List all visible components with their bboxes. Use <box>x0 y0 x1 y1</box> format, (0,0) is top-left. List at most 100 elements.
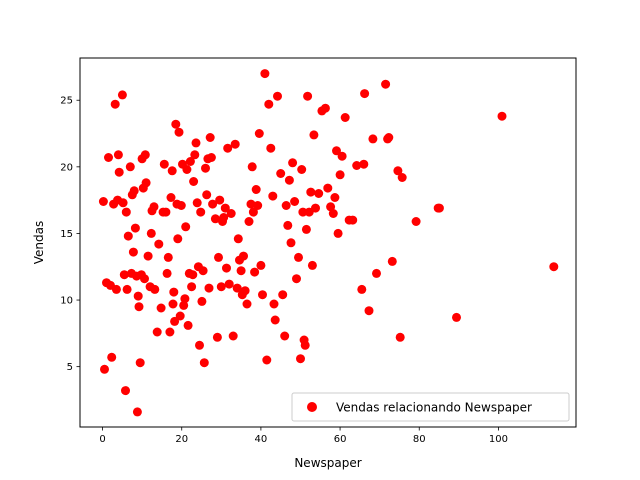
data-point <box>352 161 362 170</box>
data-point <box>175 311 185 321</box>
data-point <box>306 187 316 197</box>
data-point <box>359 159 369 169</box>
data-point <box>100 364 109 374</box>
data-point <box>212 332 222 342</box>
data-point <box>197 296 207 306</box>
data-point <box>188 270 198 280</box>
data-point <box>297 165 307 174</box>
data-point <box>152 327 162 337</box>
data-point <box>165 327 175 337</box>
data-point <box>150 284 160 294</box>
data-point <box>280 331 290 341</box>
data-point <box>262 355 272 365</box>
data-point <box>198 266 208 276</box>
data-point <box>254 129 264 138</box>
data-point <box>256 260 266 270</box>
data-point <box>288 158 298 168</box>
data-point <box>199 358 209 368</box>
data-point <box>163 252 173 262</box>
data-point <box>123 231 133 241</box>
y-axis-ticks: 5 10 15 20 25 <box>60 96 80 373</box>
data-point <box>250 267 260 277</box>
y-tick-label: 5 <box>67 362 73 373</box>
data-point <box>296 354 305 364</box>
y-tick-label: 10 <box>60 296 73 307</box>
data-point <box>381 79 391 89</box>
plot-area-frame <box>79 57 577 428</box>
y-tick-label: 20 <box>60 162 73 173</box>
data-point <box>176 201 186 210</box>
data-point <box>113 150 123 160</box>
data-point <box>364 306 374 316</box>
data-point <box>156 303 166 313</box>
data-point <box>183 320 193 330</box>
data-point <box>135 358 145 368</box>
data-point <box>118 198 128 208</box>
data-point <box>180 294 190 304</box>
data-point <box>146 228 156 238</box>
data-point <box>187 282 197 292</box>
data-point <box>161 207 171 217</box>
data-point <box>411 217 421 226</box>
data-point <box>230 139 240 149</box>
x-axis-ticks: 0 20 40 60 80 100 <box>99 427 508 445</box>
data-point <box>143 251 153 261</box>
data-point <box>130 223 140 233</box>
data-point <box>201 163 210 173</box>
data-point <box>290 197 300 206</box>
data-point <box>119 270 129 280</box>
data-point <box>166 193 176 202</box>
data-point <box>236 266 246 276</box>
data-point <box>270 315 280 325</box>
data-point <box>360 89 370 99</box>
data-point <box>122 284 132 294</box>
data-point <box>111 284 121 294</box>
x-tick-label: 60 <box>334 434 347 445</box>
data-point <box>117 90 127 100</box>
data-point <box>107 352 117 362</box>
data-point <box>253 201 263 210</box>
data-point <box>129 186 139 196</box>
data-point <box>170 316 180 326</box>
data-point <box>328 209 338 218</box>
data-point <box>223 143 233 153</box>
y-tick-label: 15 <box>60 229 73 240</box>
data-point <box>239 251 248 261</box>
data-point <box>98 197 108 206</box>
data-point <box>269 299 279 309</box>
data-point <box>216 282 226 292</box>
legend-label: Vendas relacionando Newspaper <box>336 401 532 415</box>
data-point <box>169 287 179 297</box>
data-point <box>215 195 225 205</box>
data-point <box>214 252 223 262</box>
data-point <box>240 286 250 296</box>
data-point <box>206 153 216 162</box>
data-point <box>154 239 164 249</box>
data-point <box>167 166 177 176</box>
data-point <box>174 127 184 137</box>
data-point <box>276 169 286 178</box>
data-point <box>204 283 214 293</box>
data-point <box>357 284 367 294</box>
data-point <box>301 224 311 234</box>
data-point <box>219 213 229 222</box>
data-point <box>133 291 143 301</box>
data-point <box>226 209 236 218</box>
data-point <box>330 193 340 202</box>
data-point <box>246 199 256 209</box>
data-point <box>232 283 242 293</box>
x-tick-label: 100 <box>489 434 508 445</box>
data-point <box>159 159 169 169</box>
data-point <box>192 198 202 208</box>
data-point <box>332 146 341 156</box>
data-point <box>395 332 405 342</box>
data-point <box>320 103 330 113</box>
legend: Vendas relacionando Newspaper <box>291 392 570 422</box>
x-tick-label: 20 <box>175 434 188 445</box>
data-point <box>303 91 313 101</box>
data-point <box>140 150 150 160</box>
data-point <box>134 302 144 312</box>
data-point <box>307 260 317 270</box>
data-point <box>368 134 378 144</box>
